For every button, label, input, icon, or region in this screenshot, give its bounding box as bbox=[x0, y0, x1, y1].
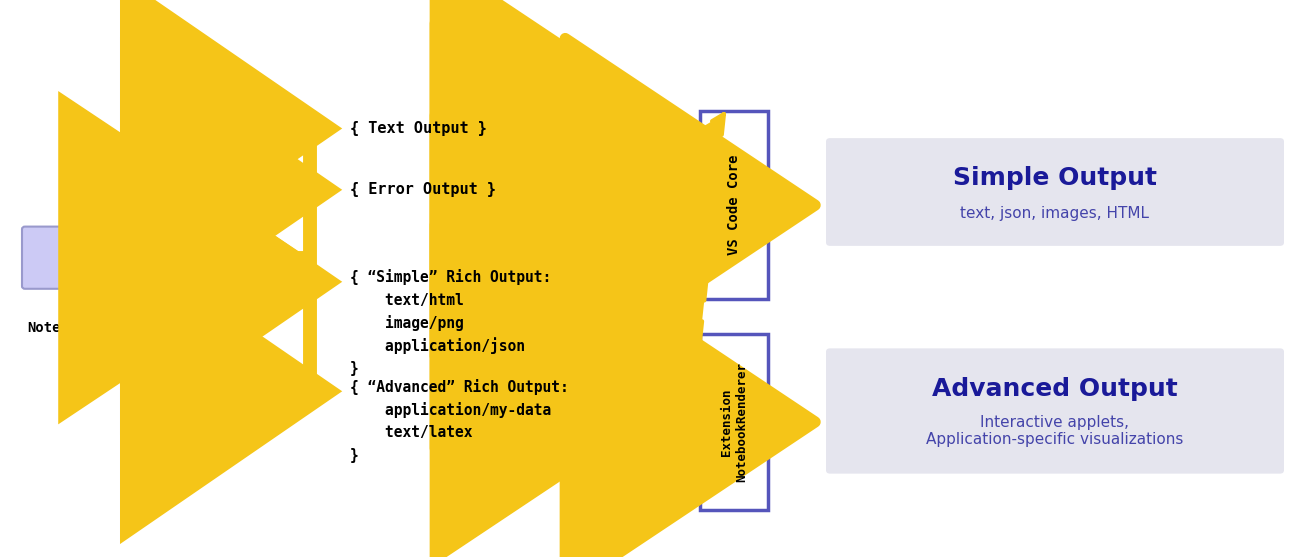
Text: Advanced Output: Advanced Output bbox=[932, 377, 1178, 400]
Text: { “Simple” Rich Output:: { “Simple” Rich Output: bbox=[350, 270, 551, 285]
Text: text/latex: text/latex bbox=[350, 425, 472, 440]
Text: NotebookController: NotebookController bbox=[28, 321, 178, 335]
Text: { code }: { code } bbox=[59, 248, 146, 267]
Text: Interactive applets,
Application-specific visualizations: Interactive applets, Application-specifi… bbox=[926, 414, 1183, 447]
Text: application/json: application/json bbox=[350, 338, 525, 354]
FancyBboxPatch shape bbox=[701, 334, 768, 510]
Text: VS Code Core: VS Code Core bbox=[727, 155, 741, 255]
FancyBboxPatch shape bbox=[827, 348, 1284, 473]
FancyBboxPatch shape bbox=[701, 111, 768, 299]
Text: { Error Output }: { Error Output } bbox=[350, 182, 496, 197]
FancyBboxPatch shape bbox=[22, 227, 182, 289]
Text: { Text Output }: { Text Output } bbox=[350, 121, 487, 136]
Text: application/my-data: application/my-data bbox=[350, 402, 551, 418]
Text: Extension
NotebookRenderer: Extension NotebookRenderer bbox=[720, 362, 748, 482]
Text: }: } bbox=[350, 448, 358, 463]
Text: text, json, images, HTML: text, json, images, HTML bbox=[960, 206, 1149, 221]
FancyBboxPatch shape bbox=[827, 138, 1284, 246]
Text: { “Advanced” Rich Output:: { “Advanced” Rich Output: bbox=[350, 379, 568, 395]
Text: Simple Output: Simple Output bbox=[953, 167, 1157, 190]
Text: }: } bbox=[350, 361, 358, 376]
Text: image/png: image/png bbox=[350, 315, 463, 331]
Text: text/html: text/html bbox=[350, 292, 463, 307]
